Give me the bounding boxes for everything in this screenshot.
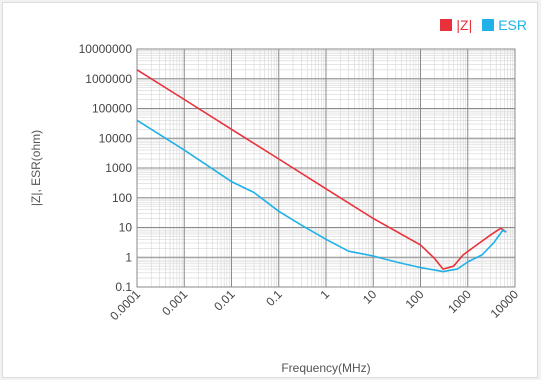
y-tick-label: 10000000	[79, 42, 133, 56]
x-tick-label: 10000	[488, 287, 522, 321]
series-line-z	[136, 69, 507, 270]
y-tick-label: 10	[119, 221, 133, 235]
x-axis-ticks: 0.0001 0.001 0.01 0.1 1 10 100 1000 10000	[107, 287, 521, 323]
y-axis-title: |Z|, ESR(ohm)	[29, 130, 43, 206]
x-axis-title: Frequency(MHz)	[281, 361, 370, 375]
y-tick-label: 100000	[92, 102, 132, 116]
x-tick-label: 0.01	[211, 287, 238, 314]
x-tick-label: 1000	[445, 287, 474, 316]
y-tick-label: 10000	[99, 131, 133, 145]
y-tick-label: 1	[125, 250, 132, 264]
legend-swatch-z	[440, 19, 453, 31]
series-lines	[136, 69, 507, 273]
legend-label-esr: ESR	[498, 17, 527, 33]
legend-swatch-esr	[482, 19, 495, 31]
y-axis-ticks: 10000000 1000000 100000 10000 1000 100 10 1 0.1	[79, 42, 133, 294]
x-tick-label: 100	[403, 287, 427, 311]
y-tick-label: 100	[112, 191, 132, 205]
legend: |Z| ESR	[440, 17, 527, 33]
legend-item-z[interactable]: |Z|	[440, 17, 472, 33]
x-tick-label: 1	[317, 287, 332, 302]
y-tick-label: 1000000	[85, 72, 132, 86]
y-tick-label: 1000	[105, 161, 132, 175]
x-tick-label: 0.001	[159, 287, 190, 318]
legend-item-esr[interactable]: ESR	[482, 17, 527, 33]
x-tick-label: 0.1	[263, 287, 285, 309]
series-line-esr	[136, 119, 507, 273]
x-tick-label: 10	[360, 287, 380, 307]
legend-label-z: |Z|	[456, 17, 473, 33]
y-tick-label: 0.1	[115, 280, 132, 294]
